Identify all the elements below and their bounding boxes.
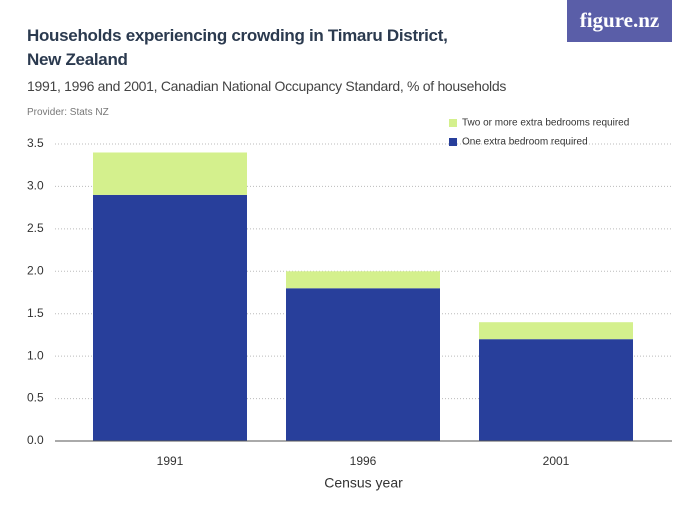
bar-segment (479, 322, 633, 340)
legend-label: Two or more extra bedrooms required (462, 118, 629, 129)
legend-label: One extra bedroom required (462, 137, 588, 148)
chart-title: Households experiencing crowding in Tima… (27, 26, 448, 69)
y-tick-label: 2.0 (27, 263, 44, 277)
y-tick-label: 0.5 (27, 391, 44, 405)
bar-segment (93, 194, 247, 441)
y-tick-label: 3.5 (27, 136, 44, 150)
chart-subtitle: 1991, 1996 and 2001, Canadian National O… (27, 78, 507, 94)
y-tick-label: 2.5 (27, 221, 44, 235)
y-tick-label: 1.0 (27, 348, 44, 362)
x-tick-label: 1996 (350, 454, 377, 468)
bar-segment (93, 152, 247, 195)
x-tick-label: 2001 (543, 454, 570, 468)
legend-swatch (449, 138, 457, 146)
x-axis-label: Census year (324, 475, 403, 491)
y-tick-label: 3.0 (27, 179, 44, 193)
y-tick-label: 1.5 (27, 306, 44, 320)
legend-swatch (449, 119, 457, 127)
bar-segment (286, 288, 440, 441)
logo: figure.nz (567, 0, 672, 42)
x-tick-label: 1991 (157, 454, 184, 468)
y-tick-label: 0.0 (27, 433, 44, 447)
provider: Provider: Stats NZ (27, 107, 109, 118)
bar-segment (479, 339, 633, 441)
bar-segment (286, 271, 440, 289)
